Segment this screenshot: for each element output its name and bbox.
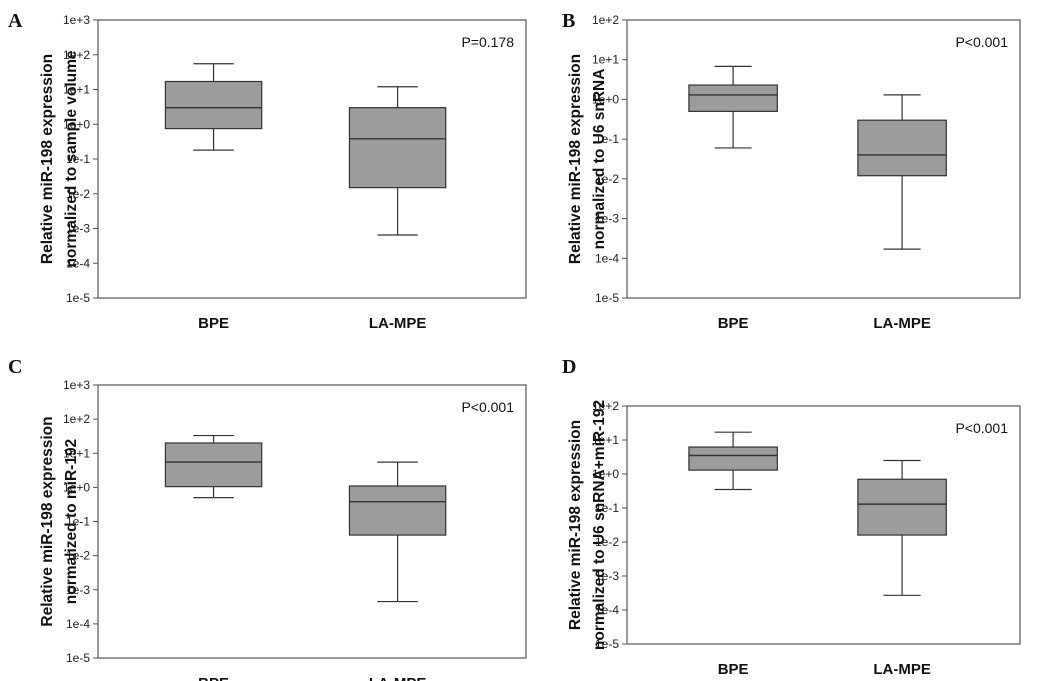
plot-frame-b (626, 19, 1021, 299)
panel-letter-a: A (8, 10, 23, 32)
y-tick-label-c-5: 1e+0 (63, 480, 90, 494)
y-tick-label-c-6: 1e+1 (63, 446, 90, 460)
x-category-label-c-la-mpe: LA-MPE (369, 675, 427, 681)
box-b-la-mpe (857, 119, 947, 177)
x-category-label-d-bpe: BPE (718, 661, 749, 678)
y-axis-label-c-line2: normalized to miR-192 (63, 439, 80, 604)
panel-letter-b: B (562, 10, 575, 32)
y-tick-label-b-0: 1e-5 (595, 291, 619, 305)
panel-a: A 1e-5 1e-4 1e-3 1e-2 1e-1 1e+0 1e+1 1e+2 1e+3 Rel… (0, 0, 527, 340)
plot-frame-c (97, 384, 527, 659)
y-tick-label-b-2: 1e-3 (595, 212, 619, 226)
y-axis-label-b-line2: normalized to U6 snRNA (591, 69, 608, 250)
box-c-bpe (164, 442, 263, 488)
y-tick-label-c-3: 1e-2 (66, 549, 90, 563)
y-tick-label-c-1: 1e-4 (66, 617, 90, 631)
panel-letter-c: C (8, 356, 22, 378)
box-a-la-mpe (348, 107, 447, 189)
x-category-label-b-la-mpe: LA-MPE (873, 315, 931, 332)
y-axis-label-c-line1: Relative miR-198 expression (39, 416, 56, 626)
panel-letter-d: D (562, 356, 576, 378)
y-tick-label-b-5: 1e+0 (592, 92, 619, 106)
x-category-label-d-la-mpe: LA-MPE (873, 661, 931, 678)
x-category-label-b-bpe: BPE (718, 315, 749, 332)
chart-a-svg: A 1e-5 1e-4 1e-3 1e-2 1e-1 1e+0 1e+1 1e+2 1e+3 Rel… (8, 10, 527, 332)
y-axis-label-b-line1: Relative miR-198 expression (567, 54, 584, 264)
chart-c-svg: C 1e-5 1e-4 1e-3 1e-2 1e-1 1e+0 1e+1 1e+2 1e+3 Rel… (8, 356, 527, 681)
x-category-label-a-la-mpe: LA-MPE (369, 315, 427, 332)
y-tick-label-d-7: 1e+2 (592, 399, 619, 413)
chart-b-svg: B 1e-5 1e-4 1e-3 1e-2 1e-1 1e+0 1e+1 1e+2 Relativ… (562, 10, 1021, 332)
panel-c: C 1e-5 1e-4 1e-3 1e-2 1e-1 1e+0 1e+1 1e+2 1e+3 Rel… (0, 340, 527, 681)
p-value-b: P<0.001 (955, 34, 1008, 50)
y-tick-label-d-5: 1e+0 (592, 467, 619, 481)
panel-b: B 1e-5 1e-4 1e-3 1e-2 1e-1 1e+0 1e+1 1e+2 Relativ… (526, 0, 1052, 340)
y-tick-label-c-7: 1e+2 (63, 412, 90, 426)
y-tick-label-d-6: 1e+1 (592, 433, 619, 447)
y-tick-label-b-6: 1e+1 (592, 53, 619, 67)
y-tick-label-d-0: 1e-5 (595, 637, 619, 651)
y-tick-label-b-1: 1e-4 (595, 251, 619, 265)
plot-frame-d (626, 405, 1021, 645)
y-tick-label-b-3: 1e-2 (595, 172, 619, 186)
y-tick-label-a-5: 1e+0 (63, 117, 90, 131)
y-tick-label-a-3: 1e-2 (66, 187, 90, 201)
p-value-c: P<0.001 (461, 399, 514, 415)
chart-d-svg: D 1e-5 1e-4 1e-3 1e-2 1e-1 1e+0 1e+1 1e+2 Relativ… (562, 356, 1021, 678)
plot-frame-a (97, 19, 527, 299)
y-axis-label-d-line2: normalized to U6 snRNA+miR-192 (591, 400, 608, 650)
y-tick-label-d-2: 1e-3 (595, 569, 619, 583)
y-axis-label-a-line2: normalized to sample volume (63, 50, 80, 267)
y-axis-label-a-line1: Relative miR-198 expression (39, 54, 56, 264)
y-tick-label-a-6: 1e+1 (63, 83, 90, 97)
box-c-la-mpe (348, 485, 447, 536)
y-tick-label-c-8: 1e+3 (63, 378, 90, 392)
y-tick-label-a-4: 1e-1 (66, 152, 90, 166)
y-tick-label-b-4: 1e-1 (595, 132, 619, 146)
y-tick-label-c-2: 1e-3 (66, 583, 90, 597)
y-tick-label-c-4: 1e-1 (66, 515, 90, 529)
y-tick-label-d-3: 1e-2 (595, 535, 619, 549)
y-tick-label-a-2: 1e-3 (66, 222, 90, 236)
y-tick-label-a-8: 1e+3 (63, 13, 90, 27)
box-b-bpe (688, 84, 778, 112)
box-d-la-mpe (857, 478, 947, 536)
panel-d: D 1e-5 1e-4 1e-3 1e-2 1e-1 1e+0 1e+1 1e+2 Relativ… (526, 340, 1052, 681)
p-value-a: P=0.178 (461, 34, 514, 50)
y-tick-label-d-4: 1e-1 (595, 501, 619, 515)
box-a-bpe (164, 80, 263, 130)
box-d-bpe (688, 446, 778, 471)
y-axis-label-d-line1: Relative miR-198 expression (567, 420, 584, 630)
x-category-label-a-bpe: BPE (198, 315, 229, 332)
y-tick-label-c-0: 1e-5 (66, 651, 90, 665)
y-tick-label-a-7: 1e+2 (63, 48, 90, 62)
p-value-d: P<0.001 (955, 420, 1008, 436)
y-tick-label-d-1: 1e-4 (595, 603, 619, 617)
y-tick-label-b-7: 1e+2 (592, 13, 619, 27)
x-category-label-c-bpe: BPE (198, 675, 229, 681)
y-tick-label-a-1: 1e-4 (66, 256, 90, 270)
y-tick-label-a-0: 1e-5 (66, 291, 90, 305)
